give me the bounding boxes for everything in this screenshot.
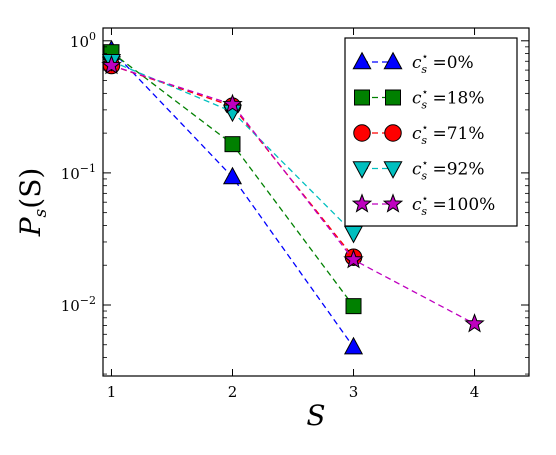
legend-label: c⋆ s =92% (412, 157, 485, 183)
data-point (343, 249, 364, 269)
legend-box (344, 37, 518, 227)
legend-marker (382, 193, 404, 213)
data-point (222, 93, 243, 114)
data-point (101, 54, 122, 75)
legend-label: c⋆ s =71% (412, 121, 485, 147)
svg-text:Ps(S): Ps(S) (14, 168, 51, 238)
legend-marker (352, 161, 372, 179)
x-tick-label: 2 (228, 383, 238, 401)
y-tick-label: 10−1 (61, 162, 96, 183)
legend-marker (352, 51, 372, 70)
data-point (345, 298, 362, 315)
legend-item: c⋆ s =100% (351, 192, 495, 218)
x-tick-label: 3 (349, 383, 359, 401)
legend-item: c⋆ s =92% (352, 157, 485, 183)
data-point (464, 313, 485, 333)
data-point (343, 336, 364, 355)
legend-label: c⋆ s =100% (412, 192, 495, 218)
legend: c⋆ s =0% c⋆ s =18% c⋆ s =71% c⋆ s =92% c⋆ s =100% (344, 37, 518, 227)
legend-label: c⋆ s =18% (412, 86, 485, 112)
series-layer (101, 39, 485, 355)
legend-marker (383, 161, 403, 179)
x-tick-label: 4 (470, 383, 480, 401)
legend-item: c⋆ s =18% (354, 86, 485, 112)
legend-marker (354, 89, 370, 106)
y-tick-label: 10−2 (61, 294, 96, 315)
series-4 (101, 54, 485, 333)
legend-marker (351, 193, 373, 213)
data-point (222, 166, 243, 185)
ticks-layer: 1 2 3 4 10−2 10−1 100 (61, 28, 529, 401)
x-axis-label: S (306, 399, 325, 432)
y-axis-label-main: P (14, 216, 47, 237)
legend-marker (384, 124, 402, 142)
legend-item: c⋆ s =71% (353, 121, 485, 147)
y-axis-label-sub: s (31, 208, 51, 217)
y-axis-label: Ps(S) (14, 168, 51, 238)
legend-marker (385, 89, 401, 106)
legend-marker (353, 124, 371, 142)
x-tick-label: 1 (107, 383, 117, 401)
data-point (224, 136, 241, 153)
legend-label: c⋆ s =0% (412, 50, 474, 76)
series-line (111, 64, 475, 325)
y-tick-label: 100 (70, 30, 96, 51)
legend-marker (383, 51, 403, 70)
legend-item: c⋆ s =0% (352, 50, 474, 76)
y-axis-label-arg: (S) (14, 168, 47, 209)
